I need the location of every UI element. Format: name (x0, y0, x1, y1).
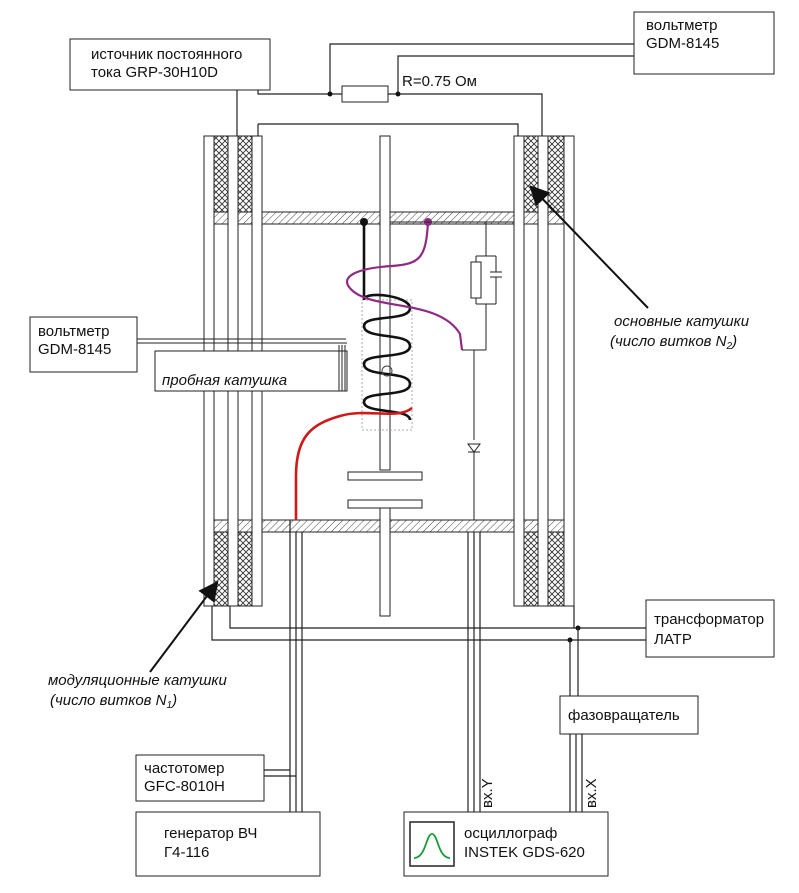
top-wiring (233, 43, 634, 136)
hf-generator-model: Г4-116 (164, 844, 209, 861)
right-mod-coil (523, 531, 539, 607)
capacitor-plate-lower (347, 499, 423, 509)
modulation-coils-count: (число витков N1) (50, 692, 177, 711)
lower-rod (379, 507, 391, 617)
sample-marker (381, 365, 393, 377)
probe-coil-box (154, 350, 348, 392)
bottom-wiring (211, 520, 646, 812)
dc-source-model: тока GRP-30H10D (91, 64, 218, 81)
freq-meter-label: частотомер (144, 760, 224, 777)
probe-coil-lead (294, 406, 413, 520)
voltmeter-top-label: вольтметр (646, 17, 717, 34)
shunt-resistor (341, 85, 389, 103)
sample-zone (361, 299, 413, 431)
diode (467, 443, 481, 453)
modulation-coils-arrow (149, 580, 219, 673)
phase-shifter-box (559, 695, 699, 735)
sample-lead (346, 221, 464, 351)
rc-network (390, 221, 514, 520)
right-column-outer (563, 135, 575, 607)
right-column-mid (537, 135, 549, 607)
main-coils-label: основные катушки (614, 313, 750, 330)
probe-coil-label: пробная катушка (162, 372, 287, 389)
freq-meter-box (135, 754, 265, 802)
main-coils-arrow (529, 185, 649, 309)
oscilloscope-screen (409, 821, 455, 867)
voltmeter-top-box (633, 11, 775, 75)
right-main-coil-upper-2 (547, 135, 565, 213)
coil-junction (360, 218, 368, 226)
probe-coil-wiring (137, 338, 348, 392)
left-mod-coil-2 (237, 531, 253, 607)
resistor-label: R=0.75 Ом (402, 73, 477, 90)
transformer-box (645, 599, 775, 658)
voltmeter-top-model: GDM-8145 (646, 35, 719, 52)
oscilloscope-label: осциллограф (464, 825, 557, 842)
voltmeter-left-label: вольтметр (38, 323, 109, 340)
input-y-label: вх.Y (479, 778, 496, 808)
capacitor-plate-upper (347, 471, 423, 481)
input-x-label: вх.X (583, 778, 600, 808)
freq-meter-model: GFC-8010H (144, 778, 225, 795)
right-main-coil-upper (523, 135, 539, 213)
oscilloscope-model: INSTEK GDS-620 (464, 844, 585, 861)
resonance-trace (413, 833, 451, 859)
transformer-label: трансформатор (654, 611, 764, 628)
hf-generator-box (135, 811, 321, 877)
transformer-model: ЛАТР (654, 631, 692, 648)
right-column-inner (513, 135, 525, 607)
modulation-coils-label: модуляционные катушки (48, 672, 227, 689)
voltmeter-left-model: GDM-8145 (38, 341, 111, 358)
right-mod-coil-2 (547, 531, 565, 607)
phase-shifter-label: фазовращатель (568, 707, 680, 724)
voltmeter-left-box (29, 316, 138, 373)
dc-source-box (69, 38, 271, 91)
left-main-coil-upper-2 (237, 135, 253, 213)
left-mod-coil (213, 531, 229, 607)
left-main-coil-upper (213, 135, 229, 213)
hf-generator-label: генератор ВЧ (164, 825, 257, 842)
main-coils-count: (число витков N2) (610, 333, 737, 352)
resistor-small (470, 261, 482, 299)
dc-source-label: источник постоянного (91, 46, 242, 63)
